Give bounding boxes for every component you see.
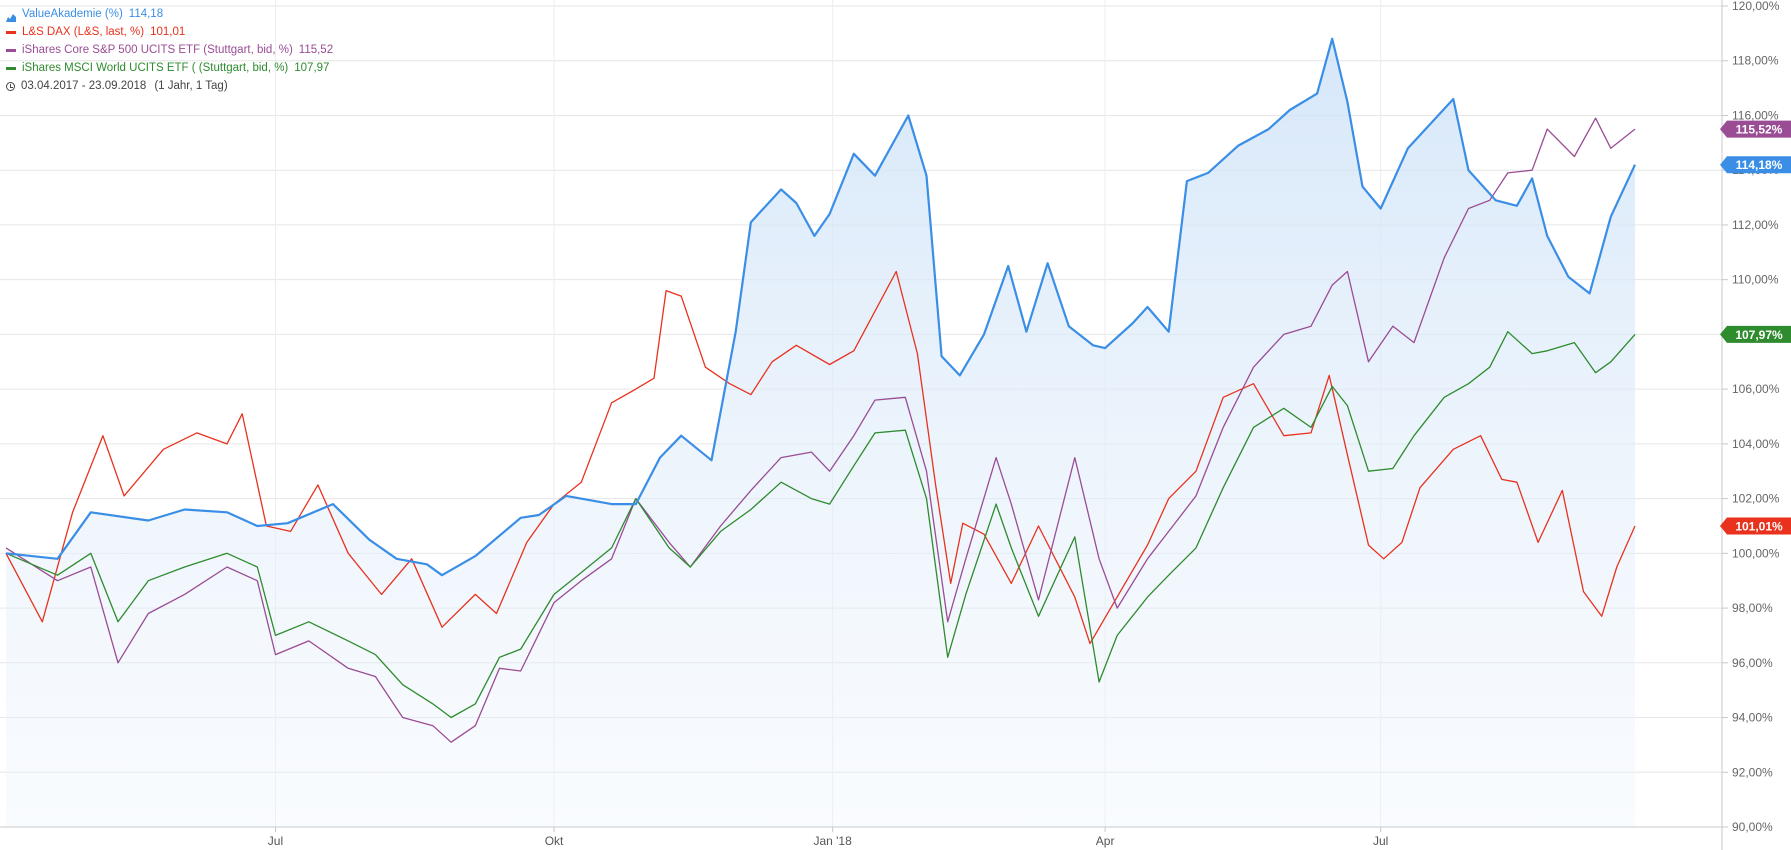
legend-value: 114,18 xyxy=(128,8,164,20)
x-tick-label: Jul xyxy=(1373,834,1388,848)
y-tick-label: 112,00% xyxy=(1732,218,1779,232)
last-value-text: 114,18% xyxy=(1736,158,1783,172)
y-tick-label: 100,00% xyxy=(1732,546,1780,560)
valueakademie-line xyxy=(5,37,1636,577)
y-tick-label: 92,00% xyxy=(1732,765,1773,779)
chart-legend: ValueAkademie (%) 114,18 L&S DAX (L&S, l… xyxy=(6,5,333,95)
area-series-icon xyxy=(6,10,16,22)
y-tick-label: 106,00% xyxy=(1732,382,1780,396)
last-value-badge: 115,52% xyxy=(1720,120,1791,138)
last-value-badge: 101,01% xyxy=(1720,517,1791,535)
last-value-text: 115,52% xyxy=(1736,123,1783,137)
y-tick-label: 90,00% xyxy=(1732,820,1773,834)
legend-label: ValueAkademie (%) xyxy=(22,8,123,20)
last-value-badge: 114,18% xyxy=(1720,156,1791,174)
legend-label: iShares Core S&P 500 UCITS ETF (Stuttgar… xyxy=(22,44,293,56)
y-tick-label: 94,00% xyxy=(1732,711,1773,725)
last-value-badges: 114,18% 101,01% 115,52% 107,97% xyxy=(1720,120,1791,535)
last-value-badge: 107,97% xyxy=(1720,325,1791,343)
legend-label: L&S DAX (L&S, last, %) xyxy=(22,26,145,38)
series-line-3 xyxy=(5,331,1636,719)
x-tick-label: Apr xyxy=(1096,834,1115,848)
series-line-1 xyxy=(5,270,1636,645)
legend-value: 101,01 xyxy=(150,26,186,38)
legend-item-valueakademie[interactable]: ValueAkademie (%) 114,18 xyxy=(6,5,333,23)
legend-label: iShares MSCI World UCITS ETF ( (Stuttgar… xyxy=(22,62,289,74)
last-value-text: 101,01% xyxy=(1735,519,1783,533)
legend-value: 115,52 xyxy=(298,44,334,56)
clock-icon xyxy=(6,81,15,91)
legend-value: 107,97 xyxy=(294,62,330,74)
x-tick-label: Okt xyxy=(545,834,564,848)
y-tick-label: 96,00% xyxy=(1732,656,1773,670)
x-tick-label: Jul xyxy=(268,834,283,848)
valueakademie-area xyxy=(6,38,1635,828)
y-tick-label: 98,00% xyxy=(1732,601,1773,615)
period-range: 03.04.2017 - 23.09.2018 xyxy=(21,80,147,92)
y-tick-label: 116,00% xyxy=(1732,108,1779,122)
plot-area xyxy=(5,37,1636,828)
series-line-2 xyxy=(5,117,1636,743)
last-value-text: 107,97% xyxy=(1735,328,1783,342)
legend-item-sp500[interactable]: iShares Core S&P 500 UCITS ETF (Stuttgar… xyxy=(6,41,333,59)
legend-item-dax[interactable]: L&S DAX (L&S, last, %) 101,01 xyxy=(6,23,333,41)
legend-item-msci-world[interactable]: iShares MSCI World UCITS ETF ( (Stuttgar… xyxy=(6,59,333,77)
line-series-icon xyxy=(6,48,16,52)
period-span: (1 Jahr, 1 Tag) xyxy=(154,80,228,92)
x-axis: Jul Okt Jan '18 Apr Jul xyxy=(0,826,1722,848)
line-series-icon xyxy=(6,66,16,70)
y-tick-label: 110,00% xyxy=(1732,273,1779,287)
line-series-icon xyxy=(6,30,16,34)
y-tick-label: 104,00% xyxy=(1732,437,1780,451)
x-tick-label: Jan '18 xyxy=(813,834,852,848)
y-tick-label: 102,00% xyxy=(1732,492,1780,506)
legend-period: 03.04.2017 - 23.09.2018 (1 Jahr, 1 Tag) xyxy=(6,77,333,95)
y-tick-label: 118,00% xyxy=(1732,54,1779,68)
y-tick-label: 120,00% xyxy=(1732,0,1780,13)
